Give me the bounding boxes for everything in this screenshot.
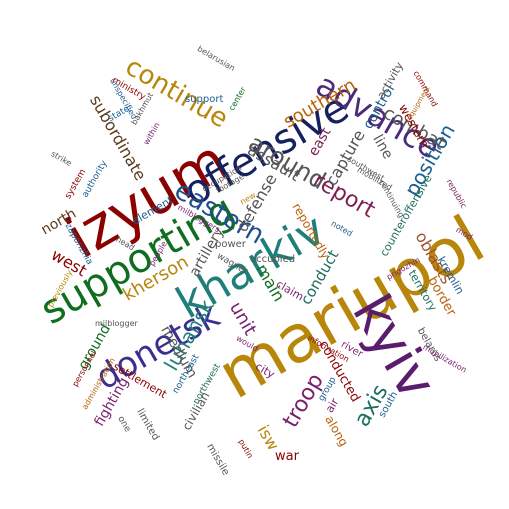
word-noted: noted	[329, 218, 355, 239]
word-center: center	[227, 85, 248, 113]
word-belarusian: belarusian	[195, 44, 237, 73]
word-power: power	[215, 239, 246, 250]
word-putin: putin	[236, 437, 255, 460]
word-limited: limited	[134, 407, 162, 443]
word-occupied: occupied	[250, 254, 296, 265]
word-war: war	[275, 449, 299, 464]
word-milblogger: milblogger	[95, 319, 138, 328]
word-support: support	[185, 94, 224, 105]
word-missile: missile	[204, 441, 232, 478]
word-within: within	[141, 120, 162, 147]
word-along: along	[322, 413, 352, 449]
word-one: one	[115, 414, 133, 435]
word-strike: strike	[49, 149, 74, 168]
